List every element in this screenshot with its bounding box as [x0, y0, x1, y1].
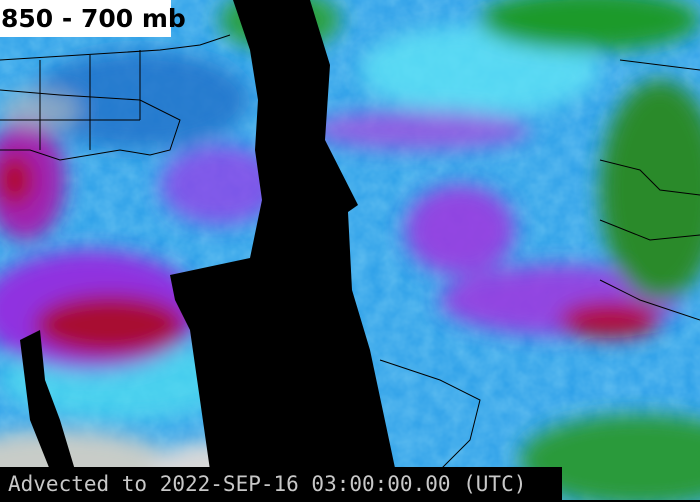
no-data-swath [170, 0, 395, 470]
coastlines [0, 34, 700, 471]
pressure-level-title: 850 - 700 mb [0, 0, 186, 37]
advection-timestamp: Advected to 2022-SEP-16 03:00:00.00 (UTC… [0, 467, 562, 500]
no-data-sliver [20, 330, 75, 470]
